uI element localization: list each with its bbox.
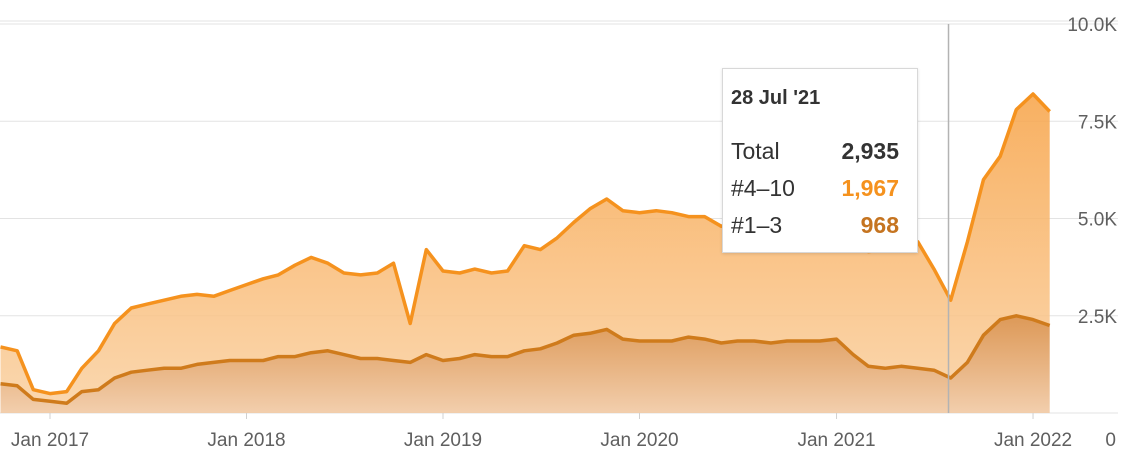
tooltip-label-1-3: #1–3 bbox=[731, 212, 783, 238]
series-line-1-3 bbox=[0, 314, 1051, 406]
tooltip-value-total: 2,935 bbox=[841, 138, 899, 164]
series-area-1-3 bbox=[0, 315, 1050, 413]
x-tick-label: Jan 2019 bbox=[404, 430, 482, 451]
y-tick-label: 0 bbox=[1105, 430, 1116, 451]
x-tick-label: Jan 2022 bbox=[994, 430, 1072, 451]
tooltip-row-total: Total 2,935 bbox=[731, 138, 899, 168]
y-tick-label: 5.0K bbox=[1078, 210, 1117, 231]
tooltip-value-4-10: 1,967 bbox=[841, 175, 899, 201]
tooltip-row-1-3: #1–3 968 bbox=[731, 212, 899, 242]
y-tick-label: 7.5K bbox=[1078, 112, 1117, 133]
tooltip-value-1-3: 968 bbox=[860, 212, 899, 238]
x-tick-label: Jan 2020 bbox=[600, 430, 678, 451]
tooltip-label-4-10: #4–10 bbox=[731, 175, 795, 201]
tooltip-date: 28 Jul '21 bbox=[731, 87, 821, 109]
x-tick-label: Jan 2018 bbox=[207, 430, 285, 451]
series-area-4-10 bbox=[0, 94, 1050, 404]
series-areas bbox=[0, 94, 1050, 413]
y-tick-label: 10.0K bbox=[1067, 15, 1117, 36]
y-tick-label: 2.5K bbox=[1078, 307, 1117, 328]
chart-tooltip: 28 Jul '21 Total 2,935 #4–10 1,967 #1–3 … bbox=[722, 68, 918, 253]
tooltip-label-total: Total bbox=[731, 138, 780, 164]
x-tick-label: Jan 2021 bbox=[797, 430, 875, 451]
x-tick-label: Jan 2017 bbox=[11, 430, 89, 451]
x-axis-ticks: Jan 2017 Jan 2018 Jan 2019 Jan 2020 Jan 2021… bbox=[11, 413, 1072, 451]
y-axis-ticks: 0 2.5K 5.0K 7.5K 10.0K bbox=[1067, 15, 1117, 451]
tooltip-row-4-10: #4–10 1,967 bbox=[731, 175, 899, 205]
